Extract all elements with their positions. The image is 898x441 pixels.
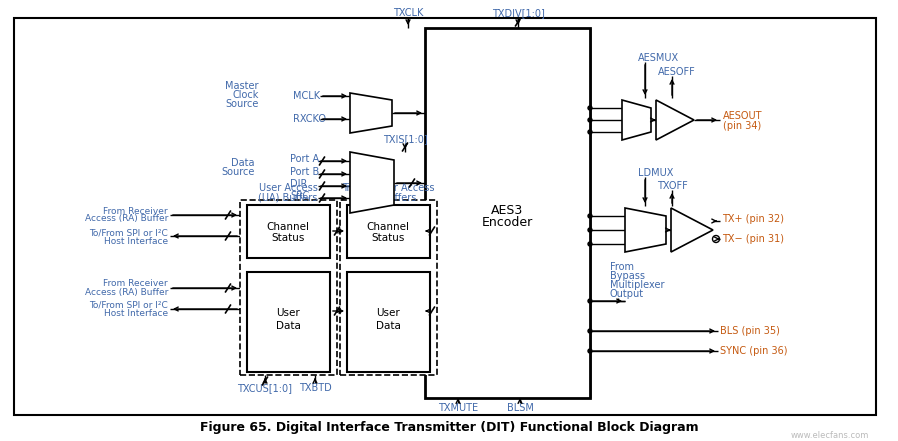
Bar — [247, 205, 330, 258]
Circle shape — [588, 349, 592, 353]
Text: (TA) Buffers: (TA) Buffers — [359, 192, 417, 202]
Text: To/From SPI or I²C: To/From SPI or I²C — [89, 300, 168, 310]
Text: TXDIV[1:0]: TXDIV[1:0] — [491, 8, 544, 18]
Text: Output: Output — [610, 289, 644, 299]
Text: Source: Source — [222, 167, 255, 177]
Bar — [347, 205, 430, 258]
Text: TXBTD: TXBTD — [299, 383, 331, 393]
Text: AESOUT: AESOUT — [723, 111, 762, 121]
Text: Port B: Port B — [290, 167, 320, 177]
Text: Host Interface: Host Interface — [104, 309, 168, 318]
Text: AES3: AES3 — [491, 205, 524, 217]
Text: BLSM: BLSM — [506, 403, 533, 413]
Text: Channel: Channel — [366, 222, 409, 232]
Text: Multiplexer: Multiplexer — [610, 280, 665, 290]
Text: www.elecfans.com: www.elecfans.com — [791, 430, 869, 440]
Text: Data: Data — [375, 321, 401, 331]
Circle shape — [588, 118, 592, 122]
Text: Transmitter Access: Transmitter Access — [342, 183, 435, 193]
Circle shape — [588, 130, 592, 134]
Text: Port A: Port A — [290, 154, 319, 164]
Text: User Access: User Access — [259, 183, 317, 193]
Text: Data: Data — [276, 321, 301, 331]
Text: Clock: Clock — [233, 90, 259, 100]
Bar — [240, 200, 337, 375]
Text: SRC: SRC — [290, 191, 309, 201]
Text: Channel: Channel — [267, 222, 310, 232]
Text: DIR: DIR — [290, 179, 307, 189]
Circle shape — [588, 228, 592, 232]
Text: TXCLK: TXCLK — [392, 8, 423, 18]
Text: (UA) Buffers: (UA) Buffers — [259, 192, 318, 202]
Polygon shape — [671, 208, 713, 252]
Text: Figure 65. Digital Interface Transmitter (DIT) Functional Block Diagram: Figure 65. Digital Interface Transmitter… — [199, 422, 699, 434]
Text: AESMUX: AESMUX — [638, 53, 679, 63]
Text: LDMUX: LDMUX — [638, 168, 674, 178]
Text: (pin 34): (pin 34) — [723, 121, 762, 131]
Circle shape — [588, 214, 592, 218]
Text: Bypass: Bypass — [610, 271, 645, 281]
Text: TX+ (pin 32): TX+ (pin 32) — [722, 214, 784, 224]
Text: TXOFF: TXOFF — [657, 181, 688, 191]
Text: AESOFF: AESOFF — [658, 67, 696, 77]
Text: SYNC (pin 36): SYNC (pin 36) — [720, 346, 788, 356]
Bar — [247, 272, 330, 372]
Bar — [425, 28, 590, 398]
Text: Access (RA) Buffer: Access (RA) Buffer — [84, 288, 168, 296]
Bar — [347, 272, 430, 372]
Circle shape — [588, 242, 592, 246]
Polygon shape — [625, 208, 666, 252]
Text: From: From — [610, 262, 634, 272]
Circle shape — [588, 329, 592, 333]
Text: TXIS[1:0]: TXIS[1:0] — [383, 134, 427, 144]
Polygon shape — [350, 152, 394, 213]
Circle shape — [588, 106, 592, 110]
Text: To/From SPI or I²C: To/From SPI or I²C — [89, 228, 168, 238]
Polygon shape — [622, 100, 651, 140]
Text: Status: Status — [371, 233, 405, 243]
Text: RXCKO: RXCKO — [293, 114, 326, 124]
Bar — [340, 200, 437, 375]
Text: Source: Source — [225, 99, 259, 109]
Text: Host Interface: Host Interface — [104, 236, 168, 246]
Text: Data: Data — [232, 158, 255, 168]
Text: User: User — [276, 308, 300, 318]
Text: MCLK: MCLK — [293, 91, 320, 101]
Text: Encoder: Encoder — [481, 217, 533, 229]
Polygon shape — [656, 100, 694, 140]
Circle shape — [588, 299, 592, 303]
Polygon shape — [350, 93, 392, 133]
Text: TXCUS[1:0]: TXCUS[1:0] — [237, 383, 293, 393]
Text: Master: Master — [225, 81, 259, 91]
Text: BLS (pin 35): BLS (pin 35) — [720, 326, 779, 336]
Text: TXMUTE: TXMUTE — [438, 403, 478, 413]
Text: Access (RA) Buffer: Access (RA) Buffer — [84, 214, 168, 224]
Text: From Receiver: From Receiver — [103, 280, 168, 288]
Text: User: User — [376, 308, 400, 318]
Text: TX− (pin 31): TX− (pin 31) — [722, 234, 784, 244]
Text: From Receiver: From Receiver — [103, 206, 168, 216]
Text: Status: Status — [271, 233, 304, 243]
